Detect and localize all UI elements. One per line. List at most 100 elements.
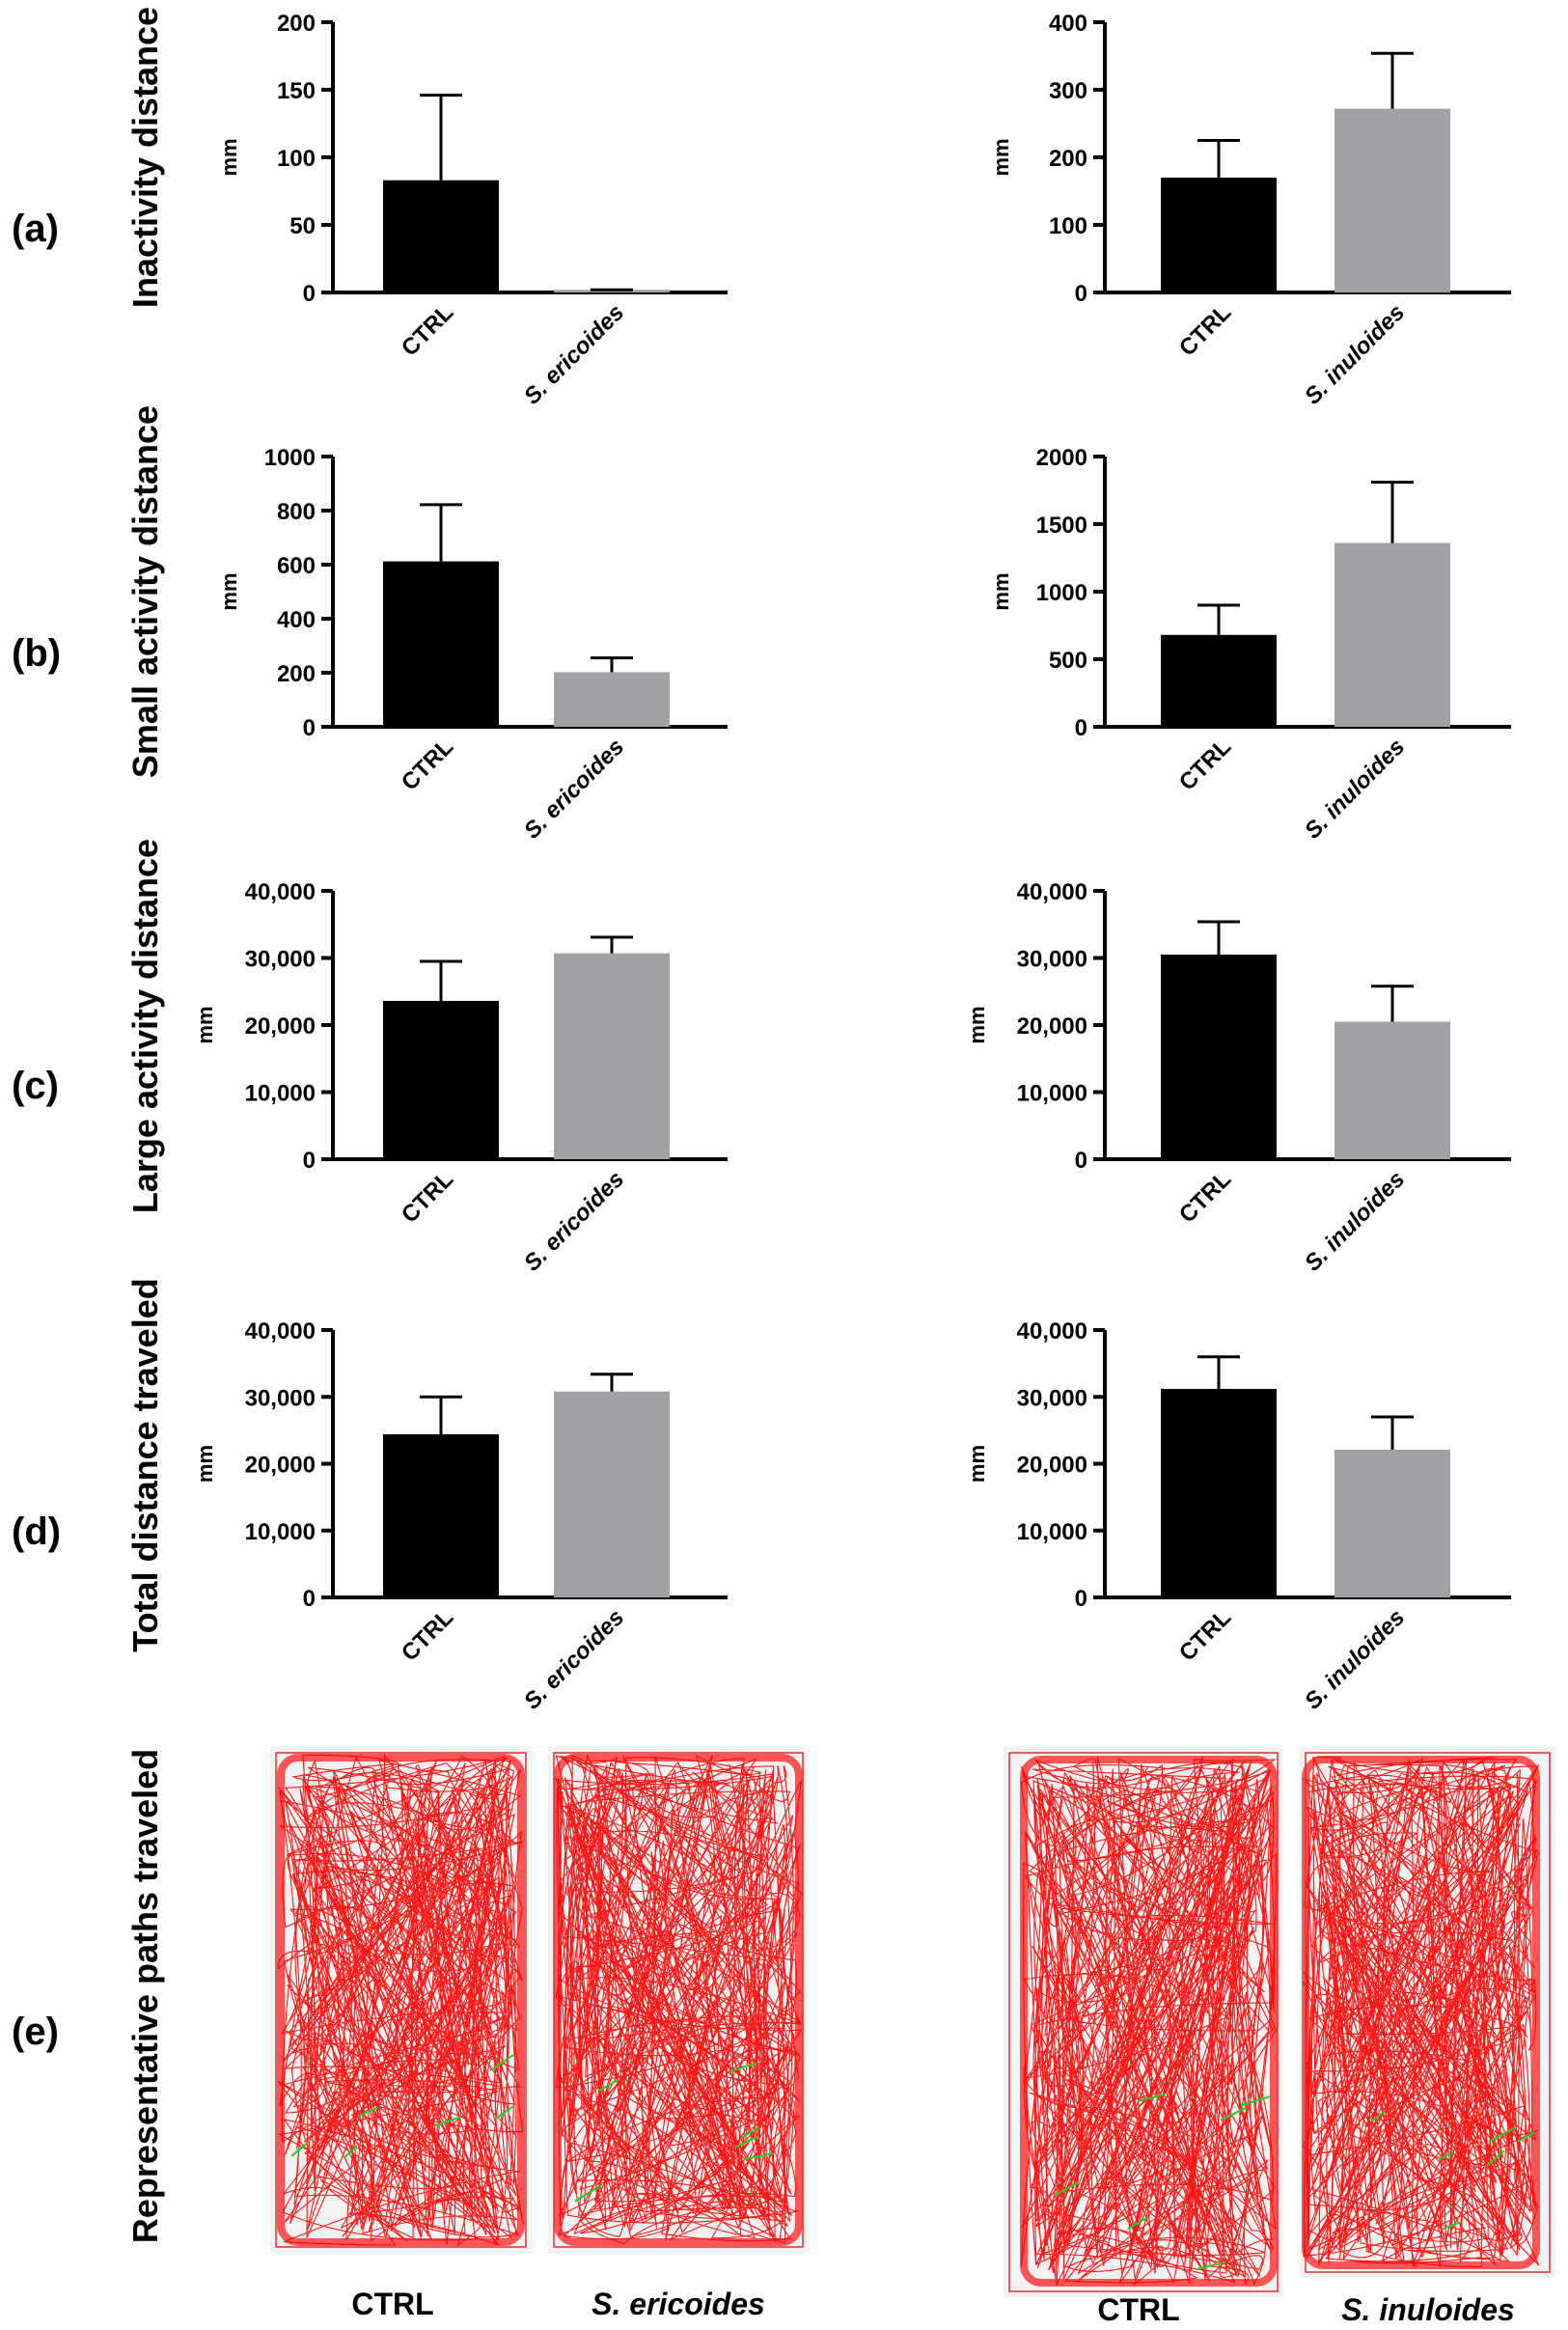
y-axis-unit: mm	[989, 138, 1013, 176]
inactivity-mark	[1370, 2110, 1386, 2122]
bar-ctrl	[383, 1000, 499, 1159]
inactivity-mark	[743, 2152, 773, 2161]
y-tick-label: 0	[303, 281, 316, 307]
y-tick-label: 400	[1049, 11, 1087, 37]
representative-paths: CTRL S. ericoides CTRL S. inuloides	[270, 1747, 1555, 2327]
inactivity-mark	[1485, 2150, 1505, 2167]
movement-trace	[277, 1753, 525, 2247]
inactivity-mark	[1220, 2106, 1248, 2122]
category-label: S. inuloides	[1300, 299, 1410, 409]
y-tick-label: 30,000	[245, 1385, 316, 1411]
arena-1	[270, 1747, 532, 2253]
y-tick-label: 200	[277, 661, 316, 687]
panel-letter: (a)	[12, 208, 59, 250]
panel-letter: (e)	[12, 2011, 59, 2053]
y-tick-label: 200	[277, 11, 316, 37]
movement-trace-edge	[1020, 1756, 1278, 2287]
movement-trace-edge	[277, 1754, 525, 2246]
inactivity-mark	[734, 2135, 758, 2149]
y-tick-label: 1000	[1036, 580, 1087, 606]
panel-letter: (c)	[12, 1065, 59, 1107]
panel-letter: (b)	[12, 632, 61, 675]
y-tick-label: 0	[303, 1148, 316, 1174]
y-tick-label: 100	[277, 146, 316, 172]
bar-charts: 0 50 100 150 200 mm CTRL S. ericoides 0 100 200 300…	[193, 11, 1511, 1715]
bar-ctrl	[383, 1434, 499, 1597]
row-label: Small activity distance	[125, 405, 165, 778]
y-tick-label: 10,000	[1017, 1081, 1087, 1107]
y-tick-label: 300	[1049, 78, 1087, 104]
category-label: CTRL	[397, 299, 458, 361]
row-label: Large activity distance	[125, 839, 165, 1213]
inactivity-mark	[574, 2183, 603, 2203]
movement-trace	[1020, 1756, 1277, 2287]
y-axis-unit: mm	[965, 1445, 989, 1483]
inactivity-mark	[434, 2116, 461, 2126]
y-tick-label: 10,000	[245, 1081, 316, 1107]
inactivity-mark	[1138, 2093, 1166, 2102]
inactivity-mark	[1517, 2131, 1535, 2143]
bar-ctrl	[1161, 634, 1277, 727]
arena-2	[548, 1747, 809, 2253]
path-caption: S. inuloides	[1341, 2292, 1515, 2327]
bar-sinuloides	[1334, 1449, 1450, 1597]
y-tick-label: 0	[1075, 281, 1087, 307]
category-label: CTRL	[1174, 299, 1236, 361]
inactivity-mark	[357, 2106, 378, 2118]
inactivity-mark	[489, 2054, 514, 2071]
bar-sinuloides	[1334, 1021, 1450, 1159]
y-axis-unit: mm	[217, 572, 241, 610]
y-tick-label: 40,000	[1017, 879, 1087, 905]
y-tick-label: 30,000	[1017, 1385, 1087, 1411]
inactivity-mark	[1054, 2181, 1079, 2196]
inactivity-mark	[290, 2140, 311, 2157]
bar-ctrl	[1161, 178, 1277, 292]
y-tick-label: 200	[1049, 146, 1087, 172]
bar-chart-6: 0 10,000 20,000 30,000 40,000 mm CTRL S. inuloi…	[965, 879, 1511, 1276]
y-tick-label: 50	[289, 213, 316, 239]
category-label: CTRL	[1174, 734, 1236, 795]
y-tick-label: 10,000	[1017, 1519, 1087, 1545]
row-label: Representative paths traveled	[125, 1749, 165, 2243]
bar-ctrl	[1161, 955, 1277, 1159]
y-axis-unit: mm	[193, 1445, 217, 1483]
y-tick-label: 40,000	[1017, 1318, 1087, 1345]
arena-border	[1305, 1752, 1551, 2273]
arena-border	[275, 1752, 527, 2248]
inactivity-mark	[1240, 2095, 1271, 2107]
y-tick-label: 150	[277, 78, 316, 104]
path-caption: S. ericoides	[591, 2287, 765, 2321]
y-axis-unit: mm	[193, 1006, 217, 1043]
category-label: CTRL	[397, 734, 458, 795]
y-tick-label: 30,000	[1017, 947, 1087, 973]
inactivity-mark	[343, 2145, 358, 2159]
arena-4	[1300, 1747, 1555, 2278]
y-tick-label: 2000	[1036, 445, 1087, 471]
inactivity-mark	[740, 2125, 760, 2139]
y-tick-label: 1500	[1036, 513, 1087, 539]
bar-chart-3: 0 200 400 600 800 1000 mm CTRL S. ericoides	[217, 445, 728, 845]
y-tick-label: 100	[1049, 213, 1087, 239]
inactivity-mark	[495, 2105, 514, 2120]
y-tick-label: 20,000	[1017, 1013, 1087, 1040]
category-label: S. ericoides	[519, 299, 629, 409]
movement-trace-edge	[554, 1754, 803, 2246]
category-label: S. ericoides	[519, 734, 629, 844]
category-label: S. inuloides	[1300, 1604, 1410, 1714]
bar-chart-1: 0 50 100 150 200 mm CTRL S. ericoides	[217, 11, 728, 410]
arena-3	[1004, 1747, 1283, 2297]
bar-chart-5: 0 10,000 20,000 30,000 40,000 mm CTRL S. ericoi…	[193, 879, 728, 1277]
category-label: CTRL	[397, 1166, 458, 1228]
inactivity-mark	[1438, 2151, 1453, 2161]
y-tick-label: 40,000	[245, 1318, 316, 1345]
y-tick-label: 800	[277, 499, 316, 525]
inactivity-mark	[1197, 2261, 1226, 2270]
movement-trace	[554, 1754, 803, 2245]
inactivity-mark	[597, 2078, 619, 2093]
arena-border	[553, 1752, 804, 2248]
y-tick-label: 30,000	[245, 947, 316, 973]
y-tick-label: 40,000	[245, 879, 316, 905]
y-tick-label: 500	[1049, 648, 1087, 674]
category-label: CTRL	[1174, 1604, 1236, 1666]
